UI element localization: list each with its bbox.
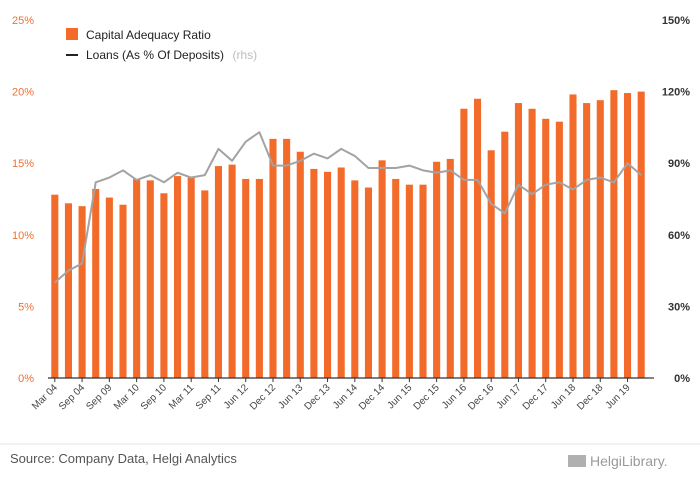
bar-capital-adequacy	[364, 187, 372, 378]
bar-capital-adequacy	[378, 160, 386, 378]
bar-capital-adequacy	[596, 100, 604, 378]
x-tick-label: Dec 15	[412, 382, 442, 412]
bar-capital-adequacy	[542, 118, 550, 378]
bar-capital-adequacy	[296, 151, 304, 378]
legend: Capital Adequacy Ratio Loans (As % Of De…	[66, 28, 257, 63]
x-tick-label: Jun 13	[276, 382, 305, 411]
source-note: Source: Company Data, Helgi Analytics	[10, 451, 237, 466]
y-axis-left: 0% 5% 10% 15% 20% 25%	[12, 15, 34, 385]
x-tick-label: Jun 12	[222, 382, 251, 411]
x-tick-label: Mar 10	[112, 382, 142, 412]
y-left-tick-label: 10%	[12, 230, 34, 242]
x-tick-label: Jun 15	[385, 382, 414, 411]
line-loans-to-deposits	[54, 131, 642, 284]
bar-capital-adequacy	[446, 158, 454, 378]
bar-capital-adequacy	[610, 90, 618, 379]
bar-capital-adequacy	[64, 203, 72, 378]
bar-capital-adequacy	[583, 103, 591, 378]
bar-capital-adequacy	[269, 138, 277, 378]
bar-capital-adequacy	[255, 178, 263, 378]
x-tick-label: Dec 16	[466, 382, 496, 412]
y-axis-right: 0% 30% 60% 90% 120% 150%	[662, 15, 690, 385]
x-tick-label: Jun 16	[440, 382, 469, 411]
bar-capital-adequacy	[474, 98, 482, 378]
brand-icon	[568, 455, 586, 467]
bar-capital-adequacy	[133, 178, 141, 378]
bar-capital-adequacy	[324, 171, 332, 378]
legend-label-loans: Loans (As % Of Deposits)	[86, 48, 224, 62]
x-tick-label: Mar 11	[167, 382, 197, 412]
bar-capital-adequacy	[174, 176, 182, 378]
brand-logo: HelgiLibrary.	[568, 453, 668, 469]
bar-capital-adequacy	[351, 180, 359, 378]
y-right-tick-label: 30%	[668, 301, 690, 313]
bar-capital-adequacy	[310, 168, 318, 378]
bar-capital-adequacy	[146, 180, 154, 378]
y-right-tick-label: 120%	[662, 87, 690, 99]
bar-capital-adequacy	[528, 108, 536, 378]
bar-capital-adequacy	[201, 190, 209, 378]
bar-series	[51, 90, 645, 379]
y-right-tick-label: 60%	[668, 230, 690, 242]
bar-capital-adequacy	[419, 184, 427, 378]
bar-capital-adequacy	[637, 91, 645, 378]
x-tick-label: Jun 18	[549, 382, 578, 411]
x-tick-label: Jun 17	[495, 382, 524, 411]
x-tick-label: Dec 12	[248, 382, 278, 412]
bar-capital-adequacy	[337, 167, 345, 378]
legend-label-capital-adequacy: Capital Adequacy Ratio	[86, 28, 211, 42]
brand-text: HelgiLibrary.	[590, 453, 668, 469]
bar-capital-adequacy	[214, 166, 222, 378]
bar-capital-adequacy	[160, 193, 168, 378]
x-tick-label: Sep 10	[139, 382, 169, 412]
y-left-tick-label: 0%	[18, 373, 34, 385]
bar-capital-adequacy	[501, 131, 509, 378]
y-right-tick-label: 90%	[668, 158, 690, 170]
bar-capital-adequacy	[624, 93, 632, 378]
bar-capital-adequacy	[242, 178, 250, 378]
bar-capital-adequacy	[283, 138, 291, 378]
x-tick-label: Mar 04	[30, 382, 60, 412]
bar-capital-adequacy	[92, 188, 100, 378]
bar-capital-adequacy	[392, 178, 400, 378]
x-tick-label: Jun 14	[331, 382, 360, 411]
y-left-tick-label: 15%	[12, 158, 34, 170]
bar-capital-adequacy	[569, 94, 577, 379]
bar-capital-adequacy	[555, 121, 563, 379]
y-left-tick-label: 5%	[18, 301, 34, 313]
bar-capital-adequacy	[187, 177, 195, 378]
legend-entry-loans: Loans (As % Of Deposits) (rhs)	[86, 46, 257, 63]
bar-capital-adequacy	[105, 197, 113, 378]
y-left-tick-label: 25%	[12, 15, 34, 27]
legend-label-rhs: (rhs)	[233, 48, 258, 62]
x-tick-label: Dec 18	[575, 382, 605, 412]
bar-capital-adequacy	[51, 194, 59, 378]
x-tick-label: Dec 17	[521, 382, 551, 412]
legend-swatch-capital-adequacy	[66, 28, 78, 40]
x-tick-label: Jun 19	[604, 382, 633, 411]
y-left-tick-label: 20%	[12, 87, 34, 99]
bar-capital-adequacy	[228, 164, 236, 378]
bar-capital-adequacy	[119, 204, 127, 378]
bar-capital-adequacy	[514, 103, 522, 378]
x-tick-label: Sep 04	[57, 382, 87, 412]
y-right-tick-label: 0%	[674, 373, 690, 385]
x-tick-label: Sep 11	[194, 382, 224, 412]
bar-capital-adequacy	[487, 150, 495, 378]
bar-capital-adequacy	[433, 161, 441, 378]
bar-capital-adequacy	[78, 206, 86, 378]
bar-capital-adequacy	[460, 108, 468, 378]
bar-capital-adequacy	[405, 184, 413, 378]
x-tick-label: Dec 13	[302, 382, 332, 412]
x-tick-label: Dec 14	[357, 382, 387, 412]
y-right-tick-label: 150%	[662, 15, 690, 27]
line-series	[54, 131, 642, 284]
x-tick-label: Sep 09	[84, 382, 114, 412]
